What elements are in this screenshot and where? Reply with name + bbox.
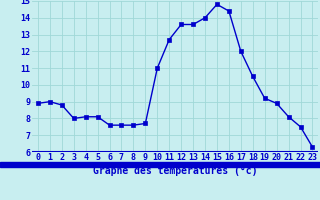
X-axis label: Graphe des températures (°c): Graphe des températures (°c): [93, 165, 258, 176]
